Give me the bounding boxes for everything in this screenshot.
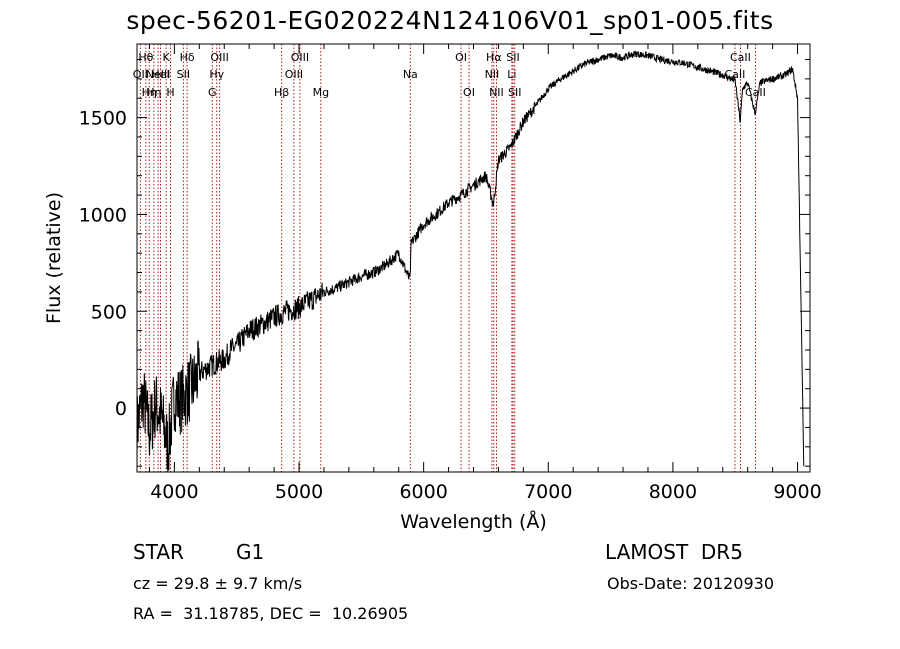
y-tick-label: 0	[115, 398, 127, 420]
spectral-line-label: Li	[507, 68, 516, 81]
plot-frame	[136, 43, 811, 473]
spectral-line-label: HeI	[151, 68, 169, 81]
y-tick-label: 500	[91, 301, 127, 323]
spectral-line-label: Hδ	[180, 51, 195, 64]
survey-label: LAMOST DR5	[605, 540, 743, 564]
spectral-line-label: NII	[485, 68, 500, 81]
spectral-line-labels: OIIHθHηHηNeIIIHeIKHSIIHδGHγOIIIHβOIIIOII…	[133, 51, 766, 99]
spectral-line-label: Hα	[486, 51, 502, 64]
spectral-line-label: Na	[403, 68, 418, 81]
spectral-line-label: H	[166, 86, 174, 99]
spectral-line-label: CaII	[725, 68, 746, 81]
spectral-line-label: Hθ	[138, 51, 153, 64]
spectral-line-label: G	[208, 86, 217, 99]
spectral-line-label: NeIII	[146, 68, 171, 81]
y-tick-label: 1500	[79, 108, 127, 130]
spectral-line-label: OI	[455, 51, 467, 64]
y-tick-label: 1000	[79, 204, 127, 226]
spectral-line-label: NII	[489, 86, 504, 99]
spectral-line-label: OII	[133, 68, 148, 81]
object-subclass: G1	[236, 540, 265, 564]
x-tick-label: 6000	[399, 481, 447, 503]
spectral-line-label: OI	[463, 86, 475, 99]
x-tick-label: 5000	[275, 481, 323, 503]
spectral-line-label: SII	[177, 68, 190, 81]
spectrum-line	[136, 50, 805, 473]
chart-axes: 4000 5000 6000 7000 8000 9000 0 500 1000 1500 Wave…	[43, 43, 822, 533]
x-tick-label: 4000	[150, 481, 198, 503]
obs-date-label: Obs-Date: 20120930	[607, 574, 775, 593]
spectral-line-label: OIII	[285, 68, 303, 81]
spectral-line-label: OIII	[210, 51, 228, 64]
spectral-line-label: Hγ	[209, 68, 224, 81]
spectral-line-label: Mg	[313, 86, 329, 99]
spectral-line-label: Hη	[146, 86, 161, 99]
x-tick-label: 9000	[773, 481, 821, 503]
spectral-line-label: SII	[506, 51, 519, 64]
x-axis-label: Wavelength (Å)	[400, 510, 547, 533]
spectral-line-label: Hβ	[274, 86, 289, 99]
coordinates-label: RA = 31.18785, DEC = 10.26905	[133, 604, 409, 623]
spectral-line-label: CaII	[745, 86, 766, 99]
spectral-line-label: K	[163, 51, 171, 64]
spectral-line-label: CaII	[730, 51, 751, 64]
x-tick-label: 8000	[649, 481, 697, 503]
spectral-line-markers	[139, 44, 756, 472]
chart-title: spec-56201-EG020224N124106V01_sp01-005.f…	[126, 6, 774, 35]
spectral-line-label: Hη	[142, 86, 157, 99]
x-tick-label: 7000	[524, 481, 572, 503]
object-class: STAR	[133, 540, 184, 564]
spectral-line-label: SII	[508, 86, 521, 99]
spectral-line-label: OIII	[291, 51, 309, 64]
y-axis-label: Flux (relative)	[43, 192, 65, 324]
redshift-label: cz = 29.8 ± 9.7 km/s	[133, 574, 303, 593]
spectrum-series	[136, 50, 805, 473]
